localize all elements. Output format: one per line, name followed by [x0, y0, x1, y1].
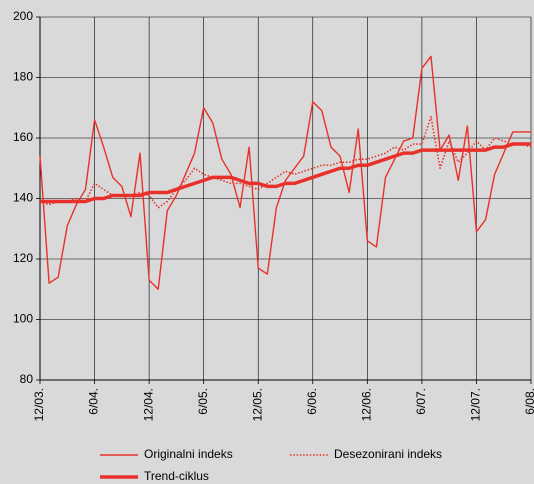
legend-label: Desezonirani indeks	[334, 447, 442, 461]
series-line	[39, 55, 531, 290]
x-tick-label: 12/04.	[141, 388, 155, 421]
y-tick-label: 180	[13, 70, 33, 84]
series-line	[40, 142, 531, 204]
x-tick-label: 6/04.	[87, 388, 101, 415]
x-tick-label: 6/06.	[305, 388, 319, 415]
legend-label: Trend-ciklus	[144, 469, 209, 483]
x-tick-label: 6/05.	[196, 388, 210, 415]
y-tick-label: 80	[20, 372, 34, 386]
x-tick-label: 12/07.	[469, 388, 483, 421]
y-tick-label: 200	[13, 9, 33, 23]
y-tick-label: 120	[13, 251, 33, 265]
y-tick-label: 140	[13, 191, 33, 205]
x-tick-label: 12/03.	[32, 388, 46, 421]
y-tick-label: 160	[13, 130, 33, 144]
x-tick-label: 6/08.	[523, 388, 534, 415]
y-tick-label: 100	[13, 312, 33, 326]
x-tick-label: 12/05.	[250, 388, 264, 421]
x-tick-label: 6/07.	[414, 388, 428, 415]
legend-label: Originalni indeks	[144, 447, 233, 461]
x-tick-label: 12/06.	[360, 388, 374, 421]
